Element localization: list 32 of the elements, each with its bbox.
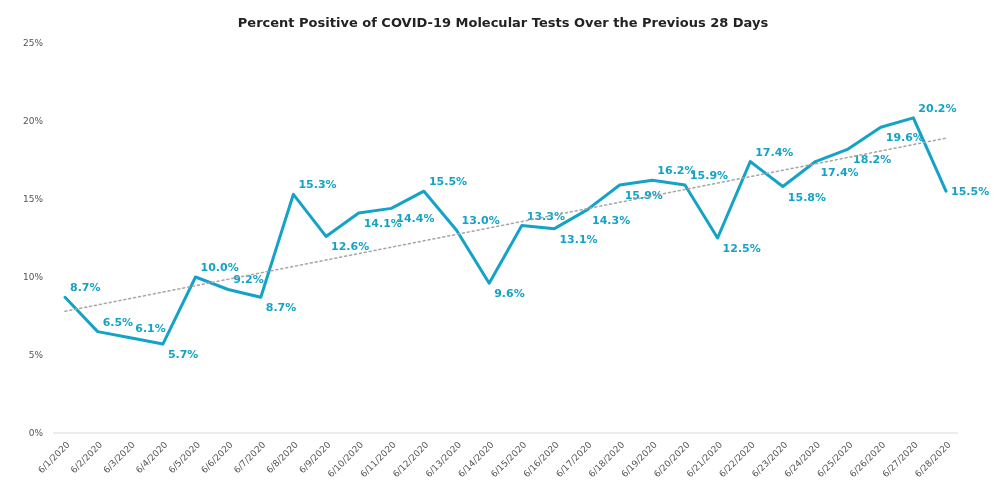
data-label: 9.2%	[233, 273, 264, 287]
data-label: 15.3%	[298, 178, 337, 192]
data-label: 15.8%	[787, 190, 827, 204]
data-label: 8.7%	[70, 281, 101, 295]
y-tick-label: 15%	[22, 194, 44, 205]
data-label: 10.0%	[200, 261, 239, 274]
data-label: 17.4%	[820, 165, 859, 179]
data-label: 9.6%	[494, 287, 525, 301]
data-label: 12.5%	[722, 242, 761, 255]
data-label: 12.6%	[331, 240, 370, 254]
y-tick-label: 10%	[22, 272, 44, 283]
data-label: 13.0%	[461, 214, 500, 228]
data-label: 8.7%	[265, 301, 297, 315]
data-label: 15.5%	[428, 175, 468, 189]
y-tick-label: 25%	[22, 38, 44, 49]
y-tick-label: 5%	[28, 350, 44, 361]
data-label: 15.9%	[624, 188, 663, 202]
data-label: 13.1%	[559, 232, 598, 246]
data-label: 5.7%	[167, 348, 199, 362]
line-series	[63, 116, 948, 346]
data-label: 18.2%	[853, 153, 892, 167]
data-label: 14.3%	[592, 213, 631, 227]
chart-title: Percent Positive of COVID-19 Molecular Tests Over the Previous 28 Days	[237, 15, 769, 30]
data-label: 6.5%	[102, 315, 134, 329]
data-label: 6.1%	[135, 321, 166, 335]
data-label: 20.2%	[918, 101, 957, 115]
data-label: 15.5%	[951, 185, 990, 199]
data-label: 13.3%	[526, 209, 565, 223]
data-label: 19.6%	[885, 131, 924, 145]
y-tick-label: 20%	[22, 116, 44, 127]
y-tick-label: 0%	[28, 428, 44, 439]
data-label: 17.4%	[755, 145, 794, 159]
